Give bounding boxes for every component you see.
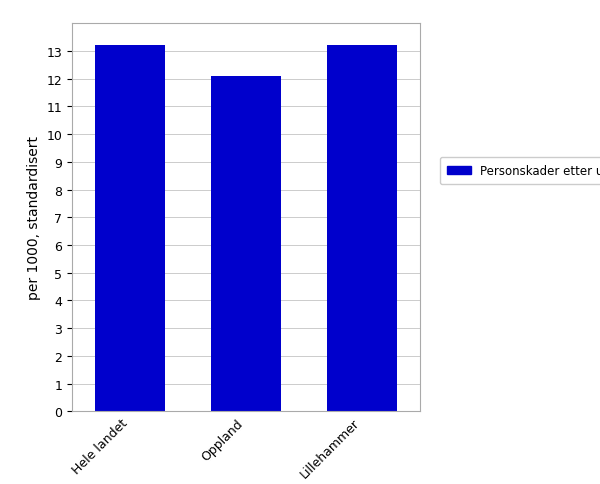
Legend: Personskader etter ulykker (S00-T35): Personskader etter ulykker (S00-T35): [440, 158, 600, 185]
Y-axis label: per 1000, standardisert: per 1000, standardisert: [27, 136, 41, 300]
Bar: [211, 77, 281, 411]
Bar: [327, 46, 397, 411]
Bar: [95, 46, 165, 411]
